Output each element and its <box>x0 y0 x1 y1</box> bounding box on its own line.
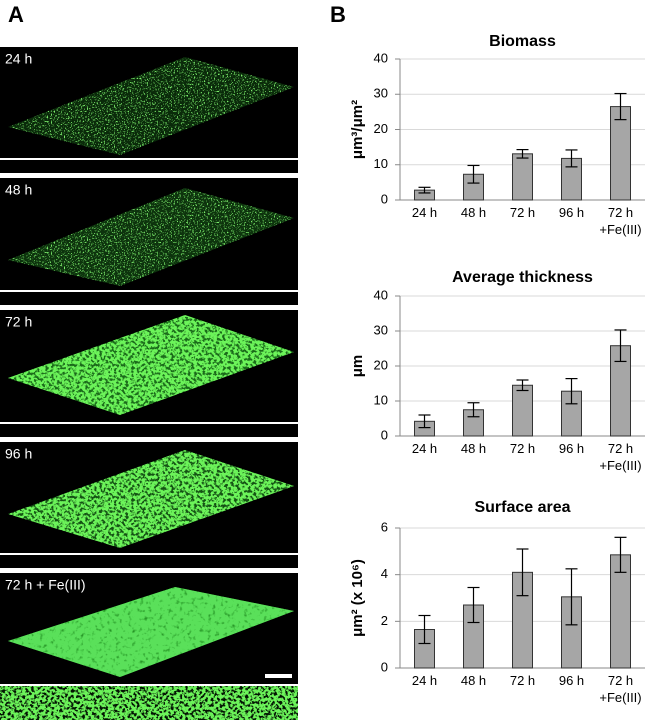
y-axis-label: μm <box>349 355 366 378</box>
image-label: 72 h <box>5 314 32 330</box>
y-tick-label: 30 <box>374 86 388 101</box>
y-tick-label: 4 <box>381 566 388 581</box>
image-label: 48 h <box>5 182 32 198</box>
micrograph: 96 h <box>0 442 298 568</box>
x-tick-label: 72 h +Fe(III) <box>599 673 641 705</box>
x-tick-label: 48 h <box>461 441 486 456</box>
x-tick-label: 24 h <box>412 673 437 688</box>
x-tick-label: 72 h +Fe(III) <box>599 441 641 473</box>
image-label: 72 h + Fe(III) <box>5 577 86 593</box>
x-tick-label: 72 h +Fe(III) <box>599 205 641 237</box>
error-bar <box>565 568 578 626</box>
error-bar <box>418 186 431 194</box>
error-bar <box>614 92 627 121</box>
x-tick-label: 72 h <box>510 205 535 220</box>
bar <box>610 106 631 201</box>
y-axis-label: μm² (x 10⁶) <box>349 559 366 637</box>
y-tick-label: 20 <box>374 357 388 372</box>
error-bar <box>467 586 480 624</box>
error-bar <box>565 149 578 168</box>
image-panels: 24 h 48 h 72 h 96 h <box>0 47 298 720</box>
panel-label: B <box>330 2 346 27</box>
y-tick-label: 40 <box>374 50 388 65</box>
x-tick-label: 48 h <box>461 673 486 688</box>
y-tick-label: 30 <box>374 322 388 337</box>
x-tick-label: 48 h <box>461 205 486 220</box>
error-bar <box>467 164 480 184</box>
y-tick-label: 0 <box>381 659 388 674</box>
image-label: 96 h <box>5 446 32 462</box>
error-bar <box>467 402 480 418</box>
error-bar <box>516 548 529 597</box>
y-tick-label: 0 <box>381 191 388 206</box>
bar <box>512 384 533 437</box>
micrograph: 72 h <box>0 310 298 437</box>
error-bar <box>614 536 627 573</box>
x-tick-label: 72 h <box>510 441 535 456</box>
x-tick-label: 24 h <box>412 441 437 456</box>
x-tick-label: 72 h <box>510 673 535 688</box>
image-label: 24 h <box>5 51 32 67</box>
x-tick-label: 96 h <box>559 205 584 220</box>
error-bar <box>516 379 529 392</box>
micrograph: 24 h <box>0 47 298 173</box>
bar <box>512 153 533 201</box>
x-tick-label: 96 h <box>559 441 584 456</box>
y-tick-label: 40 <box>374 287 388 302</box>
y-tick-label: 6 <box>381 519 388 534</box>
x-tick-label: 96 h <box>559 673 584 688</box>
y-tick-label: 2 <box>381 613 388 628</box>
chart-title: Surface area <box>474 499 570 516</box>
error-bar <box>418 614 431 645</box>
error-bar <box>614 329 627 363</box>
chart-title: Biomass <box>489 33 556 50</box>
y-tick-label: 0 <box>381 427 388 442</box>
y-axis-label: μm³/μm² <box>349 100 366 159</box>
y-tick-label: 10 <box>374 392 388 407</box>
y-tick-label: 10 <box>374 156 388 171</box>
micrograph: 72 h + Fe(III) <box>0 573 298 720</box>
error-bar <box>418 414 431 429</box>
error-bar <box>565 378 578 405</box>
chart-title: Average thickness <box>452 269 593 286</box>
x-tick-label: 24 h <box>412 205 437 220</box>
y-tick-label: 20 <box>374 121 388 136</box>
micrograph: 48 h <box>0 178 298 305</box>
error-bar <box>516 148 529 159</box>
panel-label: A <box>8 2 24 27</box>
